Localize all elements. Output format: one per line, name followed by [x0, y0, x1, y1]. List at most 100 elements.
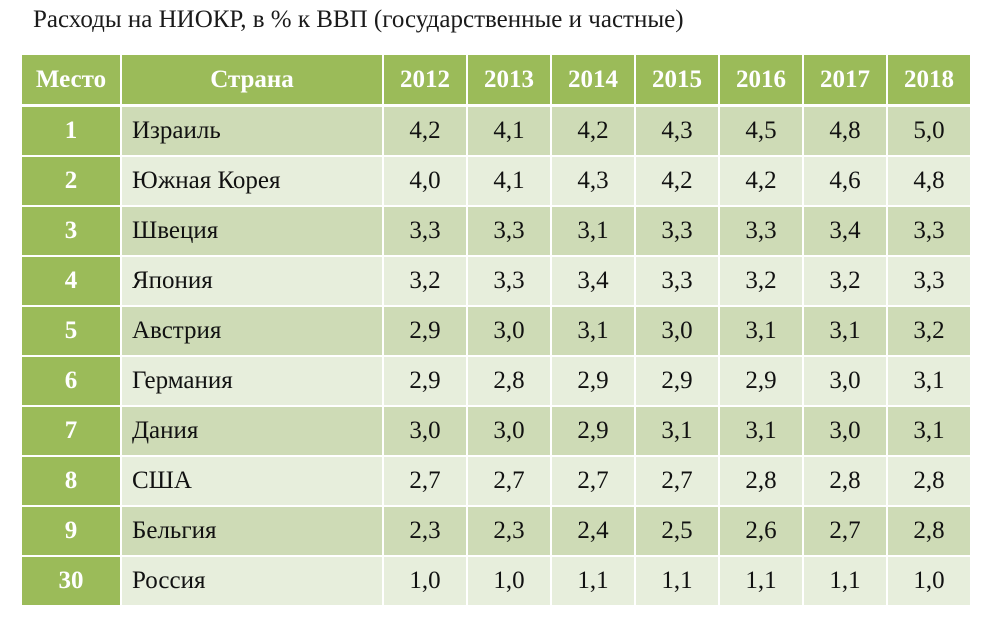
value-cell: 2,6: [719, 506, 804, 557]
value-cell: 4,8: [887, 156, 972, 207]
value-cell: 4,2: [383, 105, 468, 157]
value-cell: 4,5: [719, 105, 804, 157]
value-cell: 2,7: [803, 506, 888, 557]
header-year: 2015: [635, 55, 720, 107]
rank-cell: 1: [22, 105, 122, 157]
country-cell: Россия: [121, 556, 384, 607]
value-cell: 1,1: [635, 556, 720, 607]
rank-cell: 5: [22, 306, 122, 357]
table-row: 5 Австрия 2,9 3,0 3,1 3,0 3,1 3,1 3,2: [22, 306, 972, 357]
value-cell: 3,2: [887, 306, 972, 357]
value-cell: 2,9: [551, 356, 636, 407]
value-cell: 3,4: [803, 206, 888, 257]
table-row: 3 Швеция 3,3 3,3 3,1 3,3 3,3 3,4 3,3: [22, 206, 972, 257]
value-cell: 2,7: [551, 456, 636, 507]
value-cell: 3,0: [383, 406, 468, 457]
table-row: 8 США 2,7 2,7 2,7 2,7 2,8 2,8 2,8: [22, 456, 972, 507]
value-cell: 3,3: [383, 206, 468, 257]
country-cell: Швеция: [121, 206, 384, 257]
value-cell: 2,8: [719, 456, 804, 507]
value-cell: 3,1: [803, 306, 888, 357]
table-row: 2 Южная Корея 4,0 4,1 4,3 4,2 4,2 4,6 4,8: [22, 156, 972, 207]
value-cell: 2,9: [551, 406, 636, 457]
value-cell: 1,0: [467, 556, 552, 607]
rank-cell: 8: [22, 456, 122, 507]
table-row: 6 Германия 2,9 2,8 2,9 2,9 2,9 3,0 3,1: [22, 356, 972, 407]
value-cell: 4,2: [635, 156, 720, 207]
value-cell: 2,3: [383, 506, 468, 557]
value-cell: 3,3: [635, 256, 720, 307]
table-row: 4 Япония 3,2 3,3 3,4 3,3 3,2 3,2 3,3: [22, 256, 972, 307]
page-title: Расходы на НИОКР, в % к ВВП (государстве…: [33, 6, 684, 33]
value-cell: 2,8: [887, 456, 972, 507]
value-cell: 3,3: [887, 206, 972, 257]
country-cell: Дания: [121, 406, 384, 457]
value-cell: 2,3: [467, 506, 552, 557]
value-cell: 3,3: [467, 256, 552, 307]
header-rank: Место: [22, 55, 122, 107]
value-cell: 1,1: [551, 556, 636, 607]
rank-cell: 9: [22, 506, 122, 557]
table-row: 30 Россия 1,0 1,0 1,1 1,1 1,1 1,1 1,0: [22, 556, 972, 607]
value-cell: 3,1: [551, 206, 636, 257]
rank-cell: 6: [22, 356, 122, 407]
rd-spending-table: Место Страна 2012 2013 2014 2015 2016 20…: [22, 55, 972, 607]
value-cell: 3,0: [803, 356, 888, 407]
value-cell: 4,1: [467, 105, 552, 157]
value-cell: 3,3: [635, 206, 720, 257]
value-cell: 3,3: [467, 206, 552, 257]
country-cell: США: [121, 456, 384, 507]
table-header-row: Место Страна 2012 2013 2014 2015 2016 20…: [22, 55, 972, 107]
rank-cell: 3: [22, 206, 122, 257]
value-cell: 1,1: [719, 556, 804, 607]
rank-cell: 7: [22, 406, 122, 457]
country-cell: Южная Корея: [121, 156, 384, 207]
value-cell: 3,0: [467, 306, 552, 357]
value-cell: 3,1: [635, 406, 720, 457]
value-cell: 2,9: [719, 356, 804, 407]
value-cell: 4,6: [803, 156, 888, 207]
value-cell: 4,2: [551, 105, 636, 157]
value-cell: 3,3: [887, 256, 972, 307]
value-cell: 3,1: [719, 406, 804, 457]
value-cell: 3,1: [551, 306, 636, 357]
value-cell: 4,2: [719, 156, 804, 207]
header-year: 2014: [551, 55, 636, 107]
rank-cell: 4: [22, 256, 122, 307]
value-cell: 2,8: [467, 356, 552, 407]
value-cell: 3,0: [803, 406, 888, 457]
country-cell: Австрия: [121, 306, 384, 357]
rank-cell: 30: [22, 556, 122, 607]
table-row: 7 Дания 3,0 3,0 2,9 3,1 3,1 3,0 3,1: [22, 406, 972, 457]
value-cell: 4,1: [467, 156, 552, 207]
header-country: Страна: [121, 55, 384, 107]
header-year: 2013: [467, 55, 552, 107]
value-cell: 3,1: [719, 306, 804, 357]
value-cell: 3,2: [719, 256, 804, 307]
value-cell: 5,0: [887, 105, 972, 157]
header-year: 2017: [803, 55, 888, 107]
value-cell: 3,4: [551, 256, 636, 307]
value-cell: 3,1: [887, 406, 972, 457]
header-year: 2016: [719, 55, 804, 107]
header-year: 2012: [383, 55, 468, 107]
value-cell: 3,3: [719, 206, 804, 257]
value-cell: 3,1: [887, 356, 972, 407]
value-cell: 2,4: [551, 506, 636, 557]
value-cell: 1,0: [887, 556, 972, 607]
country-cell: Израиль: [121, 105, 384, 157]
country-cell: Япония: [121, 256, 384, 307]
value-cell: 2,9: [383, 356, 468, 407]
value-cell: 2,7: [635, 456, 720, 507]
value-cell: 1,1: [803, 556, 888, 607]
value-cell: 3,2: [803, 256, 888, 307]
value-cell: 4,3: [551, 156, 636, 207]
value-cell: 4,8: [803, 105, 888, 157]
header-year: 2018: [887, 55, 972, 107]
table-row: 9 Бельгия 2,3 2,3 2,4 2,5 2,6 2,7 2,8: [22, 506, 972, 557]
value-cell: 2,9: [383, 306, 468, 357]
value-cell: 2,8: [887, 506, 972, 557]
value-cell: 2,7: [467, 456, 552, 507]
country-cell: Германия: [121, 356, 384, 407]
value-cell: 4,3: [635, 105, 720, 157]
